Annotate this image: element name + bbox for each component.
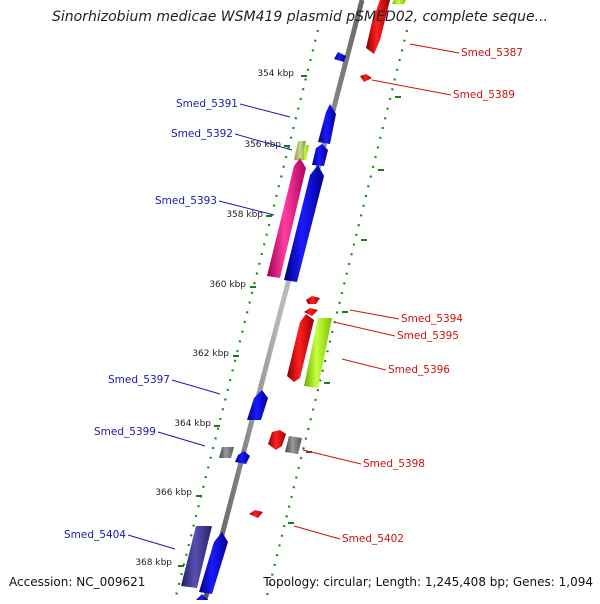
outer-left-track (173, 29, 320, 601)
accession-text: Accession: NC_009621 (9, 575, 146, 589)
gene-smed-5399-gray[interactable] (219, 447, 234, 458)
tick-label: 362 kbp (192, 349, 229, 359)
gene-label-leader (371, 79, 452, 96)
tick-label: 364 kbp (174, 419, 211, 429)
gene-smed-5399-shape[interactable] (235, 451, 250, 464)
gene-smed-5393-shape[interactable] (284, 165, 324, 282)
gene-label-leader (234, 133, 293, 151)
gene-smed-5396-lime[interactable] (304, 318, 332, 388)
gene-smed-5402-shape[interactable] (249, 510, 263, 518)
gene-labels: Smed_5387 Smed_5389 Smed_5391 Smed_5392 Smed… (64, 47, 523, 545)
backbone (202, 0, 365, 601)
gene-label-leader (333, 321, 396, 337)
gene-smed-5398-red[interactable] (268, 430, 286, 450)
gene-smed-5404-navy[interactable] (181, 526, 212, 588)
gene-forward-bottom[interactable] (196, 594, 208, 600)
gene-smed-5398-gray[interactable] (285, 436, 302, 454)
gene-label-leader (409, 43, 460, 54)
gene-label-leader (239, 103, 291, 118)
tick-labels: 354 kbp 356 kbp 358 kbp 360 kbp 362 kbp 364 k… (135, 69, 294, 568)
gene-smed-5391-shape[interactable] (318, 104, 336, 144)
label-leaders (127, 43, 460, 550)
gene-label-leader (293, 525, 341, 540)
gene-smed-5393-pink[interactable] (267, 158, 306, 278)
gene-label[interactable]: Smed_5394 (401, 313, 463, 325)
gene-label-leader (157, 431, 206, 447)
map-title: Sinorhizobium medicae WSM419 plasmid pSM… (52, 9, 548, 25)
tick-label: 360 kbp (209, 280, 246, 290)
gene-smed-5387-lime[interactable] (392, 0, 406, 4)
gene-forward-small-top[interactable] (334, 52, 346, 62)
tick-label: 366 kbp (155, 488, 192, 498)
gene-label[interactable]: Smed_5396 (388, 364, 450, 376)
gene-smed-5397-shape[interactable] (247, 390, 268, 420)
gene-smed-5396-red[interactable] (287, 314, 314, 382)
gene-smed-5404-shape[interactable] (199, 532, 228, 594)
gene-label[interactable]: Smed_5391 (176, 98, 238, 110)
gene-smed-5392-shape[interactable] (312, 144, 328, 166)
gene-label-leader (127, 534, 176, 550)
gene-smed-5389-shape[interactable] (360, 74, 372, 82)
gene-label[interactable]: Smed_5387 (461, 47, 523, 59)
gene-label-leader (302, 449, 362, 465)
forward-genes (181, 52, 346, 600)
gene-smed-5392-lime[interactable] (302, 145, 309, 160)
gene-label-leader (341, 358, 387, 371)
gene-label[interactable]: Smed_5402 (342, 533, 404, 545)
gene-label[interactable]: Smed_5393 (155, 195, 217, 207)
tick-label: 358 kbp (226, 210, 263, 220)
gene-label[interactable]: Smed_5389 (453, 89, 515, 101)
tick-label: 356 kbp (244, 140, 281, 150)
gene-smed-5387-shape[interactable] (366, 0, 390, 54)
gene-label-leader (349, 309, 400, 320)
gene-label[interactable]: Smed_5398 (363, 458, 425, 470)
summary-text: Topology: circular; Length: 1,245,408 bp… (263, 575, 593, 589)
tick-label: 354 kbp (257, 69, 294, 79)
gene-label-leader (218, 200, 275, 216)
reverse-genes (249, 0, 406, 518)
gene-smed-5395-shape[interactable] (304, 308, 318, 316)
gene-label[interactable]: Smed_5397 (108, 374, 170, 386)
gene-label-leader (171, 379, 221, 395)
gene-label[interactable]: Smed_5395 (397, 330, 459, 342)
gene-label[interactable]: Smed_5399 (94, 426, 156, 438)
gene-label[interactable]: Smed_5404 (64, 529, 126, 541)
gene-label[interactable]: Smed_5392 (171, 128, 233, 140)
inner-right-track (264, 29, 409, 601)
tick-label: 368 kbp (135, 558, 172, 568)
gene-smed-5394-shape[interactable] (306, 296, 320, 304)
